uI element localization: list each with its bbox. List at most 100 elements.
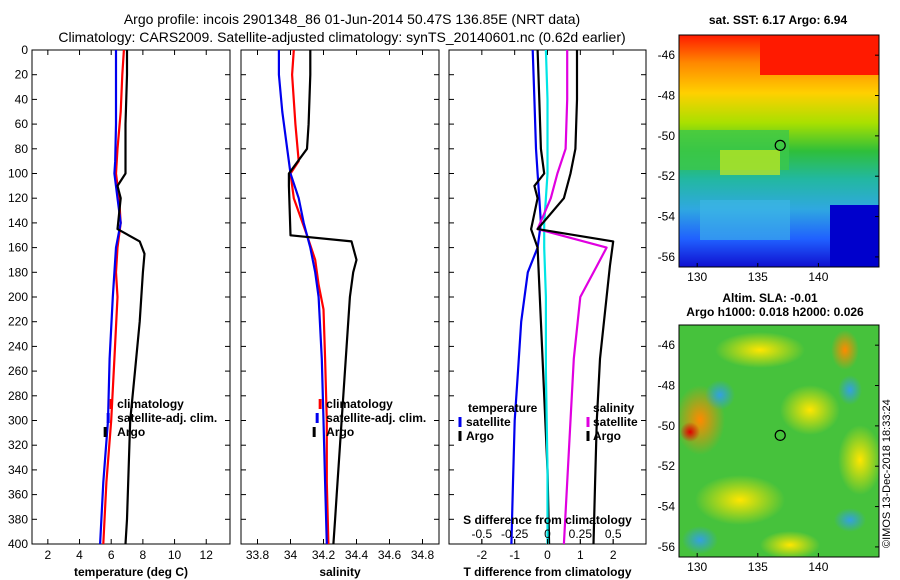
map-x-tick-label: 135 [748, 560, 768, 574]
y-tick-label: 200 [8, 290, 28, 304]
secondary-x-tick-label: 0.5 [605, 527, 622, 541]
x-tick-label: 34 [284, 548, 298, 562]
argo-location-marker-sla [774, 429, 786, 441]
x-tick-label: -1 [509, 548, 520, 562]
x-tick-label: 6 [108, 548, 115, 562]
x-tick-label: 12 [200, 548, 214, 562]
legend-label: Argo [593, 429, 621, 443]
series-satellite-adj-clim- [99, 50, 122, 545]
y-tick-label: 320 [8, 438, 28, 452]
y-tick-label: 140 [8, 216, 28, 230]
y-tick-label: 220 [8, 315, 28, 329]
map-x-tick-label: 130 [687, 270, 707, 284]
sst-map-title: sat. SST: 6.17 Argo: 6.94 [709, 13, 848, 27]
y-tick-label: 280 [8, 389, 28, 403]
x-tick-label: 10 [168, 548, 182, 562]
series-salinity-argo [536, 50, 608, 545]
x-axis-label: T difference from climatology [463, 565, 631, 579]
map-y-tick-label: -48 [658, 379, 676, 393]
panel-frame [240, 49, 440, 545]
x-axis-label: salinity [319, 565, 361, 579]
y-tick-label: 360 [8, 488, 28, 502]
secondary-x-tick-label: -0.25 [501, 527, 529, 541]
legend-label: satellite [466, 415, 511, 429]
profile-panels: 2 4 6 8 10 1202040608010012014016018020022024… [8, 43, 647, 579]
sla-map-subtitle: Argo h1000: 0.018 h2000: 0.026 [686, 305, 864, 319]
map-x-tick-label: 130 [687, 560, 707, 574]
x-tick-label: 33.8 [246, 548, 270, 562]
y-tick-label: 160 [8, 241, 28, 255]
panel-differences: -2 -1 0 1 2 T difference from climatology temp… [448, 49, 647, 579]
figure-title-line1: Argo profile: incois 2901348_86 01-Jun-2… [124, 11, 580, 27]
map-x-tick-label: 140 [808, 270, 828, 284]
map-x-tick-label: 140 [808, 560, 828, 574]
x-tick-label: 34.2 [312, 548, 336, 562]
y-tick-label: 400 [8, 537, 28, 551]
x-tick-label: 4 [76, 548, 83, 562]
sla-heatmap [679, 325, 879, 557]
y-tick-label: 340 [8, 463, 28, 477]
sla-map-title: Altim. SLA: -0.01 [722, 291, 818, 305]
legend-label: satellite [593, 415, 638, 429]
legend-label: satellite-adj. clim. [326, 411, 426, 425]
legend-label: salinity [593, 401, 635, 415]
legend-label: temperature [468, 401, 538, 415]
sst-heatmap [679, 35, 879, 267]
x-tick-label: -2 [476, 548, 487, 562]
legend-label: Argo [117, 425, 145, 439]
secondary-x-tick-label: 0 [544, 527, 551, 541]
x-tick-label: 2 [44, 548, 51, 562]
y-tick-label: 100 [8, 167, 28, 181]
x-tick-label: 34.6 [378, 548, 402, 562]
series-argo [116, 50, 146, 545]
secondary-x-axis-label: S difference from climatology [463, 513, 632, 527]
sst-map-axes: 130 135 140 -46 -48 -50 -52 -54 -56 [658, 48, 879, 284]
argo-location-marker-sst [774, 139, 786, 151]
map-y-tick-label: -54 [658, 210, 676, 224]
panel-temperature: 2 4 6 8 10 1202040608010012014016018020022024… [8, 43, 231, 579]
y-tick-label: 20 [15, 68, 29, 82]
legend-label: Argo [326, 425, 354, 439]
map-y-tick-label: -46 [658, 48, 676, 62]
x-tick-label: 34.8 [411, 548, 435, 562]
legend-label: satellite-adj. clim. [117, 411, 217, 425]
legend-label: Argo [466, 429, 494, 443]
x-tick-label: 34.4 [345, 548, 369, 562]
map-y-tick-label: -46 [658, 338, 676, 352]
map-y-tick-label: -50 [658, 419, 676, 433]
map-y-tick-label: -56 [658, 540, 676, 554]
y-tick-label: 80 [15, 142, 29, 156]
series-satellite-adj-clim- [277, 50, 328, 545]
x-tick-label: 1 [577, 548, 584, 562]
series-argo [287, 50, 358, 545]
map-y-tick-label: -56 [658, 250, 676, 264]
map-y-tick-label: -52 [658, 169, 676, 183]
y-tick-label: 240 [8, 339, 28, 353]
map-y-tick-label: -50 [658, 129, 676, 143]
legend-label: climatology [326, 397, 393, 411]
y-tick-label: 120 [8, 191, 28, 205]
y-tick-label: 380 [8, 512, 28, 526]
series-argo-combined [536, 50, 615, 545]
y-tick-label: 40 [15, 92, 29, 106]
map-y-tick-label: -52 [658, 459, 676, 473]
x-tick-label: 8 [140, 548, 147, 562]
y-tick-label: 300 [8, 414, 28, 428]
figure-title-line2: Climatology: CARS2009. Satellite-adjuste… [58, 29, 625, 45]
secondary-x-tick-label: -0.5 [471, 527, 492, 541]
y-tick-label: 0 [21, 43, 28, 57]
panel-salinity: 33.8 34 34.2 34.4 34.6 34.8 salinity climatolog… [240, 49, 440, 579]
legend-label: climatology [117, 397, 184, 411]
x-tick-label: 0 [544, 548, 551, 562]
series-temperature-argo [529, 49, 551, 545]
x-tick-label: 2 [610, 548, 617, 562]
map-x-tick-label: 135 [748, 270, 768, 284]
y-tick-label: 260 [8, 364, 28, 378]
secondary-x-tick-label: 0.25 [569, 527, 593, 541]
map-y-tick-label: -54 [658, 500, 676, 514]
sla-map-axes: 130 135 140 -46 -48 -50 -52 -54 -56 [658, 338, 879, 574]
y-tick-label: 180 [8, 265, 28, 279]
x-axis-label: temperature (deg C) [74, 565, 188, 579]
